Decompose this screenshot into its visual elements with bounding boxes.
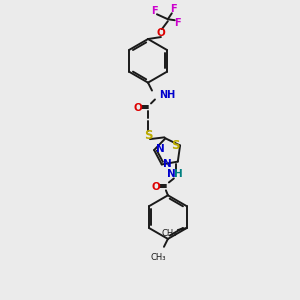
- Text: CH₃: CH₃: [161, 230, 177, 238]
- Text: F: F: [151, 6, 157, 16]
- Text: O: O: [134, 103, 142, 113]
- Text: N: N: [163, 159, 172, 170]
- Text: H: H: [174, 169, 183, 179]
- Text: S: S: [171, 139, 179, 152]
- Text: N: N: [156, 144, 164, 154]
- Text: F: F: [174, 18, 181, 28]
- Text: NH: NH: [159, 89, 175, 100]
- Text: O: O: [157, 28, 165, 38]
- Text: O: O: [152, 182, 160, 192]
- Text: N: N: [167, 169, 175, 179]
- Text: F: F: [170, 4, 177, 14]
- Text: S: S: [144, 129, 152, 142]
- Text: CH₃: CH₃: [150, 253, 166, 262]
